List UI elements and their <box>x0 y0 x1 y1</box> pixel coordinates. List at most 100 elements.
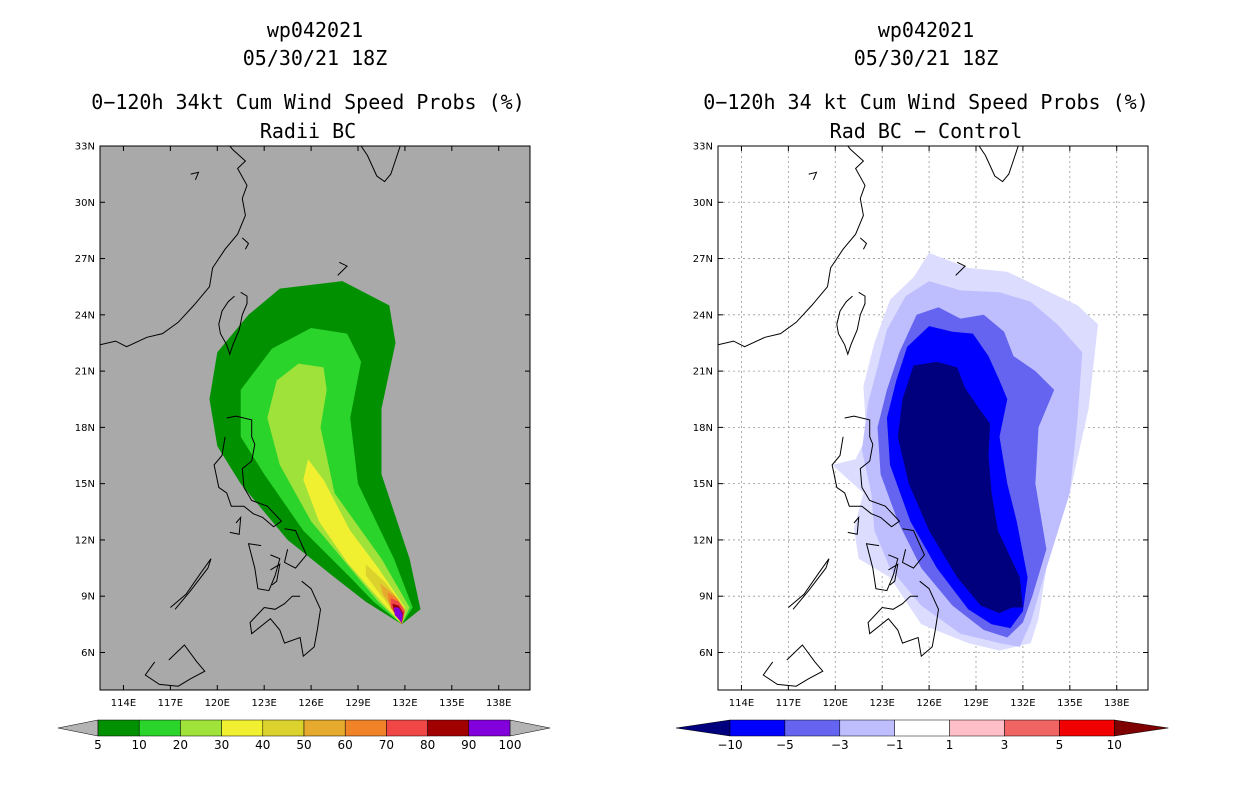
panel2-coastline <box>978 146 1019 183</box>
panel2-colorbar-swatch <box>784 719 841 737</box>
panel2-coastline <box>718 146 866 348</box>
panel2-y-tick-label: 21N <box>693 367 713 378</box>
panel1-y-tick-label: 27N <box>75 254 95 265</box>
panel1-colorbar-label: 30 <box>214 738 229 752</box>
panel2-coastline <box>808 171 818 180</box>
panel2-colorbar-label: −3 <box>831 738 849 752</box>
panel2-colorbar-label: 3 <box>1001 738 1009 752</box>
panel1-colorbar-swatch <box>427 719 470 737</box>
panel1-x-tick-label: 117E <box>158 698 183 709</box>
panel1-colorbar-label: 40 <box>255 738 270 752</box>
panel2-title-product: 0−120h 34 kt Cum Wind Speed Probs (%) <box>703 90 1149 114</box>
panel2-y-tick-label: 30N <box>693 198 713 209</box>
panel1-frame <box>99 145 531 691</box>
panel1-colorbar-swatch <box>386 719 428 737</box>
panel1-y-tick-label: 30N <box>75 198 95 209</box>
panel1-coastline <box>270 563 281 586</box>
panel1-coastline <box>144 644 206 687</box>
panel1-colorbar-label: 60 <box>338 738 353 752</box>
panel2-coastline <box>865 543 899 592</box>
panel1-x-tick-label: 138E <box>486 698 511 709</box>
panel1-colorbar-swatch <box>221 719 264 737</box>
panel1-colorbar-label: 5 <box>94 738 102 752</box>
panel1-x-tick-label: 126E <box>298 698 323 709</box>
panel1-title-storm-id: wp042021 <box>266 18 364 42</box>
panel1-x-tick-label: 120E <box>205 698 230 709</box>
panel2-colorbar-label: 10 <box>1107 738 1122 752</box>
panel2-colorbar-swatch <box>839 719 895 737</box>
panel1-colorbar-swatch <box>180 719 222 737</box>
panel1-coastline <box>190 171 200 180</box>
panel1-x-tick-label: 132E <box>392 698 417 709</box>
panel2-colorbar-extend-high <box>1114 719 1169 737</box>
panel1-x-tick-label: 123E <box>251 698 276 709</box>
panel2-colorbar-swatch <box>949 719 1005 737</box>
panel2-coastline <box>836 291 866 356</box>
panel1-colorbar-swatch <box>138 719 181 737</box>
panel1-colorbar-label: 90 <box>461 738 476 752</box>
panel1-title-date: 05/30/21 18Z <box>242 46 388 70</box>
panel1-coastline <box>247 543 281 592</box>
panel1-map: 114E 117E 120E 123E 126E 129E 132E 135E 138E 6N 9N… <box>75 142 531 709</box>
panel2-colorbar-label: −1 <box>886 738 904 752</box>
panel2-colorbar-swatch <box>1004 719 1060 737</box>
panel1-y-tick-label: 33N <box>75 142 95 153</box>
panel2-x-tick-label: 123E <box>869 698 894 709</box>
panel2-y-tick-label: 27N <box>693 254 713 265</box>
panel1-colorbar-label: 70 <box>379 738 394 752</box>
panel2-x-tick-label: 114E <box>729 698 754 709</box>
panel2-colorbar: −10 −5 −3 −1 1 3 5 10 <box>675 719 1169 752</box>
panel2-colorbar-swatch <box>1059 719 1115 737</box>
panel1-y-tick-label: 18N <box>75 423 95 434</box>
panel2-y-tick-label: 24N <box>693 310 713 321</box>
panel2-coastline <box>901 528 925 569</box>
panel2-coastline <box>831 415 901 528</box>
panel1-title-subtitle: Radii BC <box>259 119 357 143</box>
panel1-coastline <box>337 261 348 276</box>
panel2-x-tick-label: 126E <box>916 698 941 709</box>
panel1-plot-area <box>100 146 421 687</box>
panel1-coastline <box>360 146 401 183</box>
panel2-x-tick-label: 135E <box>1057 698 1082 709</box>
panel2-frame <box>717 145 1149 691</box>
panel1-x-tick-label: 135E <box>439 698 464 709</box>
panel1-colorbar-swatch <box>262 719 305 737</box>
panel1-y-tick-label: 12N <box>75 535 95 546</box>
panel2-colorbar-swatch <box>894 719 950 737</box>
panel2-y-tick-label: 18N <box>693 423 713 434</box>
panel1-y-tick-label: 15N <box>75 479 95 490</box>
panel1-x-tick-label: 129E <box>345 698 370 709</box>
panel2-x-tick-label: 129E <box>963 698 988 709</box>
panel2-colorbar-swatch <box>729 719 786 737</box>
panel2-coastline <box>955 261 966 276</box>
panel1-y-tick-label: 6N <box>81 648 95 659</box>
panel2-y-tick-label: 6N <box>699 648 713 659</box>
panel1-colorbar-label: 100 <box>499 738 522 752</box>
panel1-colorbar-label: 10 <box>132 738 147 752</box>
panel2-coastline <box>762 644 824 687</box>
panel1-colorbar-swatch <box>303 719 346 737</box>
panel1-contour-20 <box>267 363 410 625</box>
panel1-colorbar-label: 50 <box>296 738 311 752</box>
panel1-y-tick-label: 24N <box>75 310 95 321</box>
panel1-coastline <box>100 146 248 348</box>
panel2-coastline <box>867 580 940 658</box>
panel2-title-date: 05/30/21 18Z <box>853 46 999 70</box>
panel1-title-product: 0−120h 34kt Cum Wind Speed Probs (%) <box>91 90 525 114</box>
panel1-coastline <box>170 558 212 610</box>
panel1-colorbar-swatch <box>344 719 387 737</box>
panel1-colorbar: 5 10 20 30 40 50 60 70 80 90 100 <box>57 719 551 752</box>
panel2-coastline <box>859 237 868 250</box>
panel2-colorbar-extend-low <box>675 719 731 737</box>
panel2-colorbar-label: 5 <box>1056 738 1064 752</box>
panel1-coastline <box>283 528 307 569</box>
panel1-coastline <box>218 291 248 356</box>
panel2-y-tick-label: 12N <box>693 535 713 546</box>
panel2-coastline <box>847 515 860 535</box>
panel2-title-subtitle: Rad BC − Control <box>829 119 1023 143</box>
panel2-y-tick-label: 9N <box>699 592 713 603</box>
panel2-colorbar-label: −10 <box>717 738 742 752</box>
panel2-x-tick-label: 132E <box>1010 698 1035 709</box>
